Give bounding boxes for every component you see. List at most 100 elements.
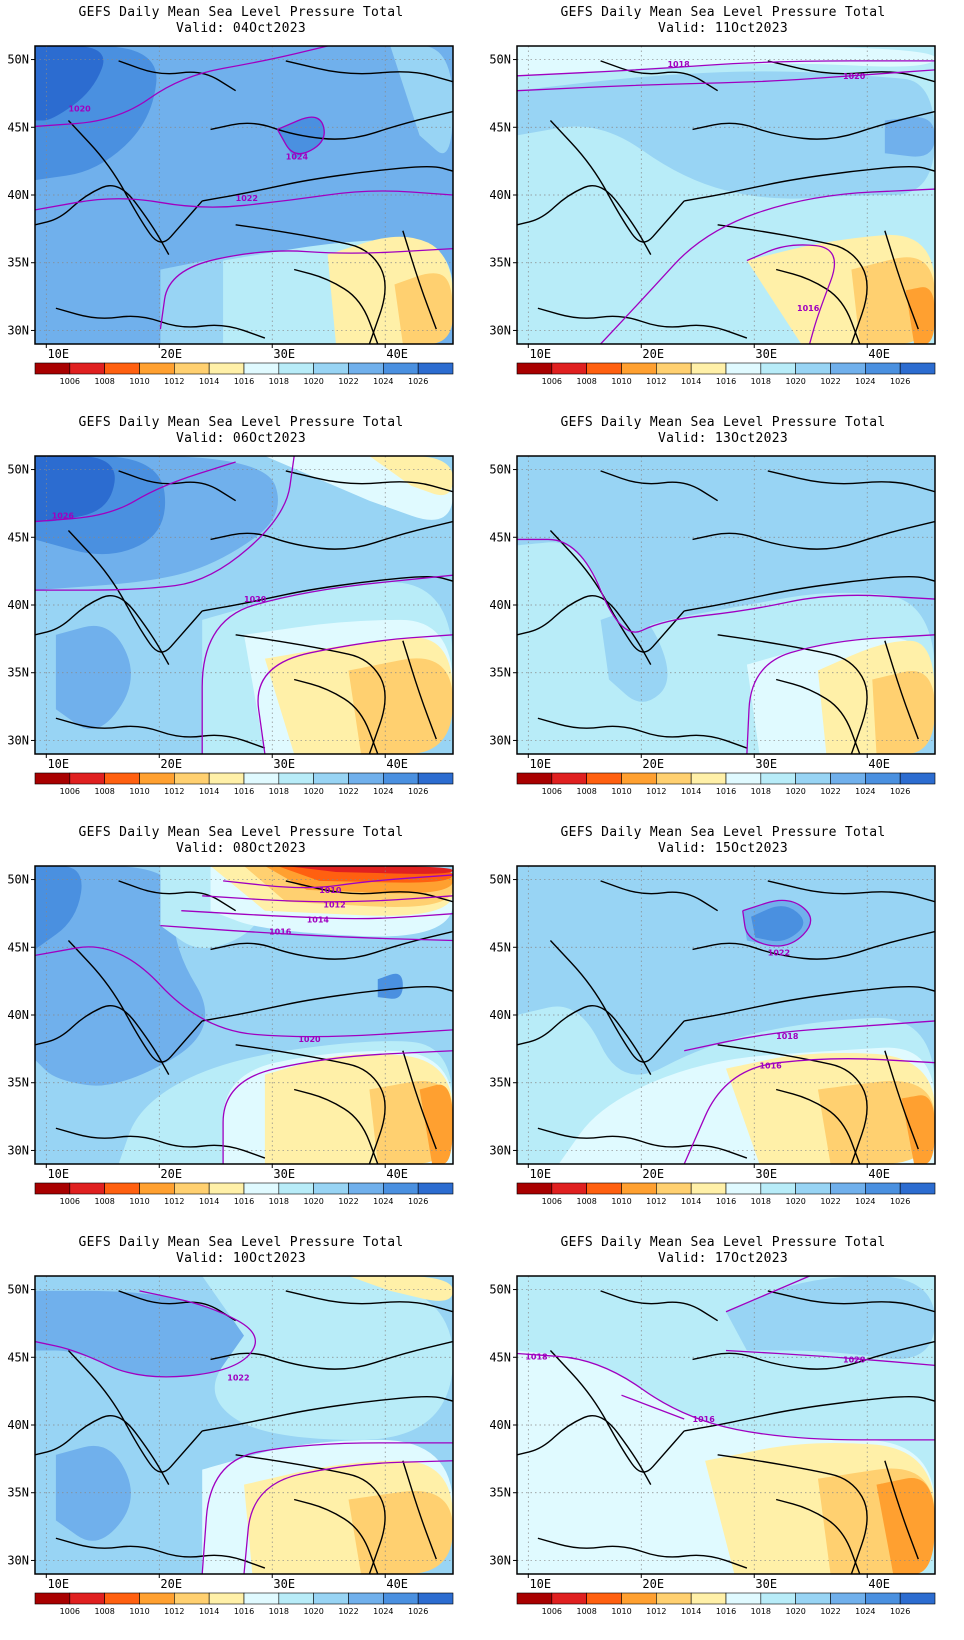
- colorbar-swatch: [621, 362, 657, 375]
- colorbar-label: 1008: [94, 787, 114, 796]
- colorbar-swatch: [348, 362, 384, 375]
- colorbar-swatch: [865, 1182, 901, 1195]
- coastline: [775, 1498, 861, 1574]
- colorbar-swatch: [104, 772, 140, 785]
- colorbar-label: 1018: [751, 1607, 771, 1616]
- colorbar-label: 1010: [611, 1607, 631, 1616]
- pressure-region: [419, 1084, 453, 1164]
- y-tick-label: 40N: [489, 598, 511, 612]
- colorbar-label: 1010: [129, 1197, 149, 1206]
- colorbar-label: 1024: [373, 787, 393, 796]
- y-tick-label: 50N: [7, 53, 29, 67]
- pressure-region: [872, 670, 935, 754]
- x-tick-label: 10E: [47, 1167, 69, 1181]
- colorbar-label: 1026: [890, 787, 910, 796]
- panel-title: GEFS Daily Mean Sea Level Pressure Total: [560, 5, 886, 20]
- colorbar-swatch: [865, 1592, 901, 1605]
- y-tick-label: 35N: [489, 1076, 511, 1090]
- coastline: [549, 530, 685, 653]
- colorbar-swatch: [104, 362, 140, 375]
- colorbar-swatch: [243, 362, 280, 375]
- colorbar-swatch: [383, 1182, 419, 1195]
- colorbar-label: 1020: [303, 1197, 323, 1206]
- colorbar-label: 1016: [234, 1197, 254, 1206]
- colorbar-label: 1010: [611, 787, 631, 796]
- colorbar-label: 1012: [164, 1607, 184, 1616]
- colorbar-label: 1012: [646, 1607, 666, 1616]
- coastline: [717, 634, 868, 754]
- colorbar-label: 1016: [234, 1607, 254, 1616]
- pressure-region: [726, 1276, 935, 1360]
- colorbar-swatch: [830, 1592, 866, 1605]
- panel-valid-date: Valid: 15Oct2023: [657, 841, 789, 856]
- colorbar-swatch: [34, 772, 71, 785]
- y-tick-label: 45N: [7, 530, 29, 544]
- coastline: [235, 1044, 386, 1164]
- isobar-line: [746, 634, 935, 754]
- colorbar-swatch: [586, 362, 622, 375]
- isobar-line: [202, 895, 453, 903]
- pressure-map: 1018 1020 1016 50N 45N 40N 35N 30N 10E 20E 30E 40E 1…: [489, 45, 936, 386]
- coastline: [55, 1127, 266, 1159]
- isobar-line: [517, 69, 935, 92]
- colorbar-swatch: [551, 1182, 587, 1195]
- colorbar-swatch: [725, 1592, 762, 1605]
- coastline: [210, 520, 453, 550]
- y-tick-label: 35N: [7, 256, 29, 270]
- x-tick-label: 30E: [755, 1167, 777, 1181]
- colorbar-swatch: [760, 1592, 796, 1605]
- colorbar-swatch: [830, 1182, 866, 1195]
- y-tick-label: 40N: [7, 1008, 29, 1022]
- x-tick-label: 10E: [529, 1167, 551, 1181]
- isobar-label: 1022: [768, 948, 790, 957]
- colorbar-label: 1006: [60, 1197, 80, 1206]
- colorbar-swatch: [656, 1182, 692, 1195]
- isobar-label: 1020: [244, 595, 267, 604]
- x-tick-label: 30E: [273, 1577, 295, 1591]
- coastline: [692, 520, 935, 550]
- colorbar-swatch: [174, 772, 210, 785]
- colorbar-swatch: [795, 772, 831, 785]
- pressure-region: [348, 1490, 453, 1574]
- isobar-label: 1018: [667, 60, 690, 69]
- colorbar-label: 1006: [542, 787, 562, 796]
- coastline: [293, 1498, 379, 1574]
- coastline: [35, 184, 170, 255]
- pressure-region: [390, 46, 453, 154]
- coastline: [210, 1340, 453, 1370]
- coastline: [884, 1460, 919, 1560]
- y-tick-label: 45N: [489, 530, 511, 544]
- isobar-line: [223, 874, 453, 889]
- coastline: [285, 470, 453, 493]
- pressure-region: [35, 1290, 256, 1377]
- coastline: [55, 307, 266, 339]
- colorbar-label: 1012: [646, 1197, 666, 1206]
- colorbar-swatch: [656, 1592, 692, 1605]
- isobar-label: 1020: [68, 105, 91, 114]
- colorbar-label: 1016: [716, 1607, 736, 1616]
- colorbar-swatch: [313, 362, 349, 375]
- y-tick-label: 30N: [489, 733, 511, 747]
- pressure-map: 1022 1018 1016 50N 45N 40N 35N 30N 10E 20E 30E 40E 1…: [489, 865, 936, 1206]
- coastline: [884, 1050, 919, 1150]
- y-tick-label: 30N: [7, 733, 29, 747]
- map-panel: GEFS Daily Mean Sea Level Pressure Total…: [482, 820, 964, 1230]
- colorbar-swatch: [243, 1592, 280, 1605]
- isobar-line: [683, 1058, 935, 1164]
- pressure-region: [35, 866, 82, 950]
- colorbar-label: 1024: [855, 1607, 875, 1616]
- colorbar-label: 1012: [164, 377, 184, 386]
- y-tick-label: 35N: [489, 1486, 511, 1500]
- isobar-line: [160, 924, 453, 942]
- x-tick-label: 20E: [160, 1577, 182, 1591]
- colorbar-swatch: [795, 1592, 831, 1605]
- x-tick-label: 20E: [160, 347, 182, 361]
- coastline: [67, 940, 203, 1063]
- coastline: [235, 1454, 386, 1574]
- panel-title: GEFS Daily Mean Sea Level Pressure Total: [78, 415, 404, 430]
- x-tick-label: 40E: [868, 1167, 890, 1181]
- coastline: [775, 268, 861, 344]
- coastline: [210, 930, 453, 960]
- colorbar-swatch: [208, 1592, 245, 1605]
- colorbar-label: 1024: [373, 377, 393, 386]
